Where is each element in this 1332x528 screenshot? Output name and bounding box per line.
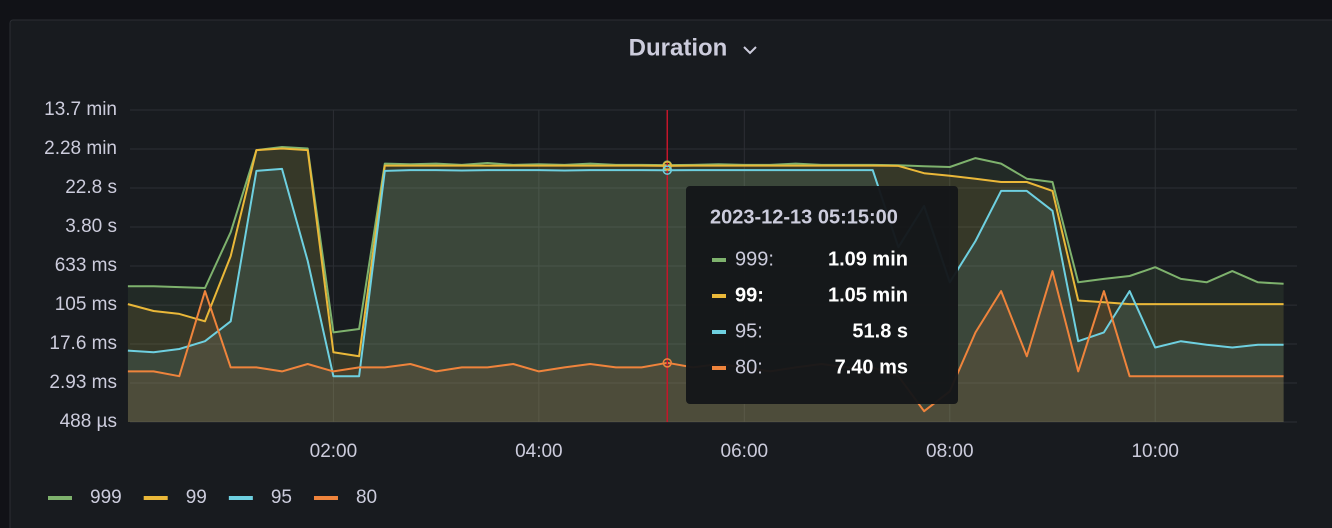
legend-label[interactable]: 80 [356,487,377,508]
y-tick-label: 2.28 min [44,138,117,159]
legend-label[interactable]: 99 [186,487,207,508]
tooltip-time: 2023-12-13 05:15:00 [710,206,898,228]
cursor-point [662,161,673,171]
cursor-point [662,165,673,175]
panel-background [9,19,1332,528]
series-line [127,147,1284,358]
legend: 999 99 95 80 [48,487,377,508]
y-tick-label: 105 ms [55,294,117,315]
y-tick-label: 633 ms [55,255,117,276]
legend-label[interactable]: 95 [271,487,292,508]
x-tick-label: 08:00 [926,441,974,462]
series-line [127,167,1284,378]
panel-title[interactable]: Duration [629,34,728,61]
tooltip-value: 1.05 min [828,284,908,306]
series-area [127,271,1284,422]
tooltip-box [686,186,958,404]
axes: 488 µs 2.93 ms 17.6 ms 105 ms 633 ms 3.80 s 22… [44,99,1179,462]
title-chevron[interactable] [743,46,757,55]
tooltip-name: 999: [735,248,774,270]
x-tick-label: 04:00 [515,441,563,462]
tooltip-name: 99: [735,284,764,306]
y-tick-label: 13.7 min [44,99,117,120]
y-tick-label: 22.8 s [65,177,117,198]
y-tick-label: 488 µs [60,411,117,432]
tooltip-value: 7.40 ms [835,356,908,378]
cursor [662,110,673,422]
tooltip-value: 1.09 min [828,248,908,270]
series-line [127,146,1284,334]
cursor-point [662,358,673,368]
tooltip-name: 95: [735,320,763,342]
y-tick-label: 3.80 s [65,216,117,237]
tooltip-value: 51.8 s [852,320,908,342]
x-tick-label: 02:00 [310,441,358,462]
legend-label[interactable]: 999 [90,487,122,508]
tooltip-name: 80: [735,356,763,378]
x-tick-label: 10:00 [1131,441,1179,462]
x-tick-label: 06:00 [721,441,769,462]
tooltip: 2023-12-13 05:15:00 999: 1.09 min 99: 1.05 … [686,186,958,404]
y-tick-label: 17.6 ms [49,333,117,354]
y-tick-label: 2.93 ms [49,372,117,393]
